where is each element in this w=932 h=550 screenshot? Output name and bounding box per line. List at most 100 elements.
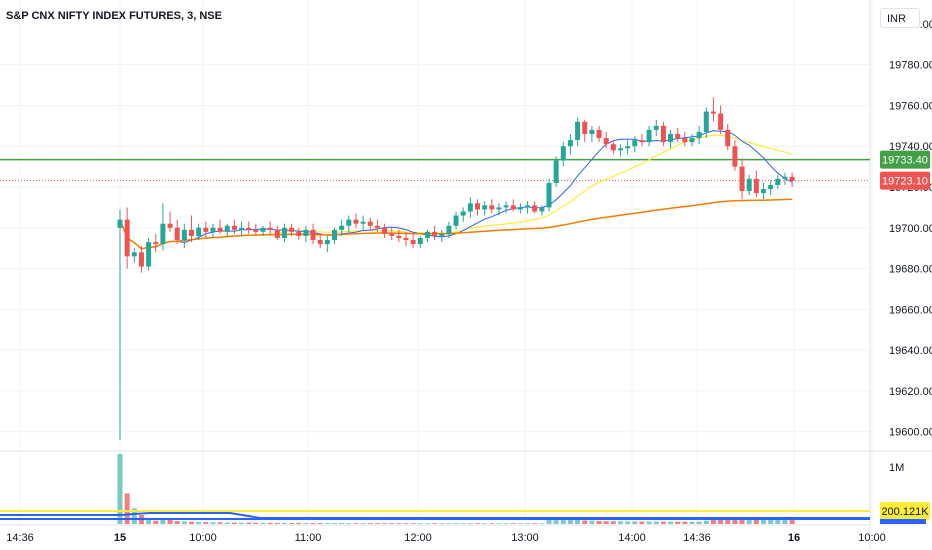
time-tick-label: 16 xyxy=(788,532,800,544)
candle-body xyxy=(303,229,309,236)
volume-bar xyxy=(253,522,259,524)
volume-bar xyxy=(575,519,581,524)
volume-tick-label: 1M xyxy=(889,462,904,474)
candle-body xyxy=(146,242,152,267)
volume-bar xyxy=(768,518,774,524)
volume-bar xyxy=(389,523,395,524)
currency-selector[interactable]: INR xyxy=(880,8,920,28)
volume-bar xyxy=(668,521,674,524)
candle-body xyxy=(217,227,223,232)
volume-bar xyxy=(382,523,388,524)
volume-bar xyxy=(746,519,752,524)
candle-body xyxy=(646,129,652,143)
candle-body xyxy=(181,229,187,241)
candle-body xyxy=(718,113,724,130)
volume-bar xyxy=(660,521,666,524)
volume-bar xyxy=(639,521,645,524)
price-label-box xyxy=(880,150,930,169)
horizontal-lines xyxy=(0,158,870,182)
candle-body xyxy=(310,229,316,241)
time-tick-label: 15 xyxy=(114,532,126,544)
volume-bar xyxy=(761,519,766,524)
time-tick-label: 10:00 xyxy=(189,532,217,544)
candle-body xyxy=(367,221,373,226)
volume-bar xyxy=(625,521,631,524)
candle-body xyxy=(725,129,731,147)
price-tick-label: 19660.00 xyxy=(889,304,932,316)
candle-body xyxy=(396,235,402,238)
volume-bar xyxy=(153,520,159,524)
time-tick-label: 13:00 xyxy=(511,532,539,544)
candle-body xyxy=(417,237,423,245)
volume-bar xyxy=(117,454,123,524)
candle-body xyxy=(660,125,666,143)
candle-body xyxy=(682,138,688,143)
candle-body xyxy=(603,138,609,145)
time-tick-label: 11:00 xyxy=(295,532,322,544)
candle-body xyxy=(353,219,359,224)
candle-body xyxy=(668,133,674,143)
volume-bar xyxy=(131,508,137,524)
candle-body xyxy=(189,229,194,236)
candle-body xyxy=(210,227,216,232)
time-tick-label: 14:36 xyxy=(6,532,34,544)
candle-body xyxy=(174,227,180,241)
volume-bar xyxy=(689,521,695,524)
candle-body xyxy=(432,231,438,236)
price-tick-label: 19760.00 xyxy=(889,100,932,112)
candle-body xyxy=(703,111,709,132)
volume-bar xyxy=(317,523,323,524)
candle-body xyxy=(153,242,159,245)
candle-body xyxy=(475,203,480,210)
candle-body xyxy=(332,229,337,241)
candle-body xyxy=(775,178,781,185)
volume-bar xyxy=(374,523,380,524)
time-tick-label: 12:00 xyxy=(404,532,432,544)
volume-bar xyxy=(167,519,173,524)
volume-bar xyxy=(181,521,187,524)
volume-bar xyxy=(367,523,373,524)
candle-body xyxy=(360,221,366,224)
volume-bar xyxy=(682,521,688,524)
price-label-box xyxy=(880,171,930,190)
candle-body xyxy=(460,211,466,216)
grid xyxy=(0,0,873,525)
volume-bar xyxy=(489,523,495,524)
candle-body xyxy=(567,140,573,147)
volume-bar xyxy=(417,523,423,524)
volume-bar xyxy=(196,521,202,524)
volume-bar xyxy=(582,520,588,524)
volume-bar xyxy=(496,523,502,524)
volume-label-box xyxy=(880,502,930,520)
volume-bar xyxy=(339,523,345,524)
volume-bar xyxy=(353,523,359,524)
volume-bar xyxy=(560,519,566,524)
volume-bar xyxy=(718,519,724,524)
volume-bar xyxy=(703,520,709,524)
candle-body xyxy=(482,205,488,210)
candle-body xyxy=(589,129,595,134)
candle-body xyxy=(203,227,209,232)
candle-body xyxy=(281,227,287,238)
volume-bar xyxy=(553,518,559,524)
volume-bar xyxy=(260,522,266,524)
volume-bar xyxy=(603,521,609,524)
candle-body xyxy=(167,223,173,228)
candle-body xyxy=(610,144,616,151)
volume-bar xyxy=(239,522,245,524)
candle-body xyxy=(632,140,638,147)
volume-bar xyxy=(346,523,352,524)
candle-body xyxy=(239,227,245,230)
candle-body xyxy=(653,125,659,130)
vwap-line xyxy=(119,198,793,250)
volume-bar xyxy=(310,523,316,524)
price-tick-label: 19700.00 xyxy=(889,223,932,235)
price-tick-label: 19640.00 xyxy=(889,345,932,357)
volume-bar xyxy=(124,493,130,524)
candle-body xyxy=(517,207,523,210)
candle-body xyxy=(596,129,602,139)
candle-body xyxy=(324,240,330,245)
candle-body xyxy=(138,252,144,267)
volume-bar xyxy=(210,522,216,524)
